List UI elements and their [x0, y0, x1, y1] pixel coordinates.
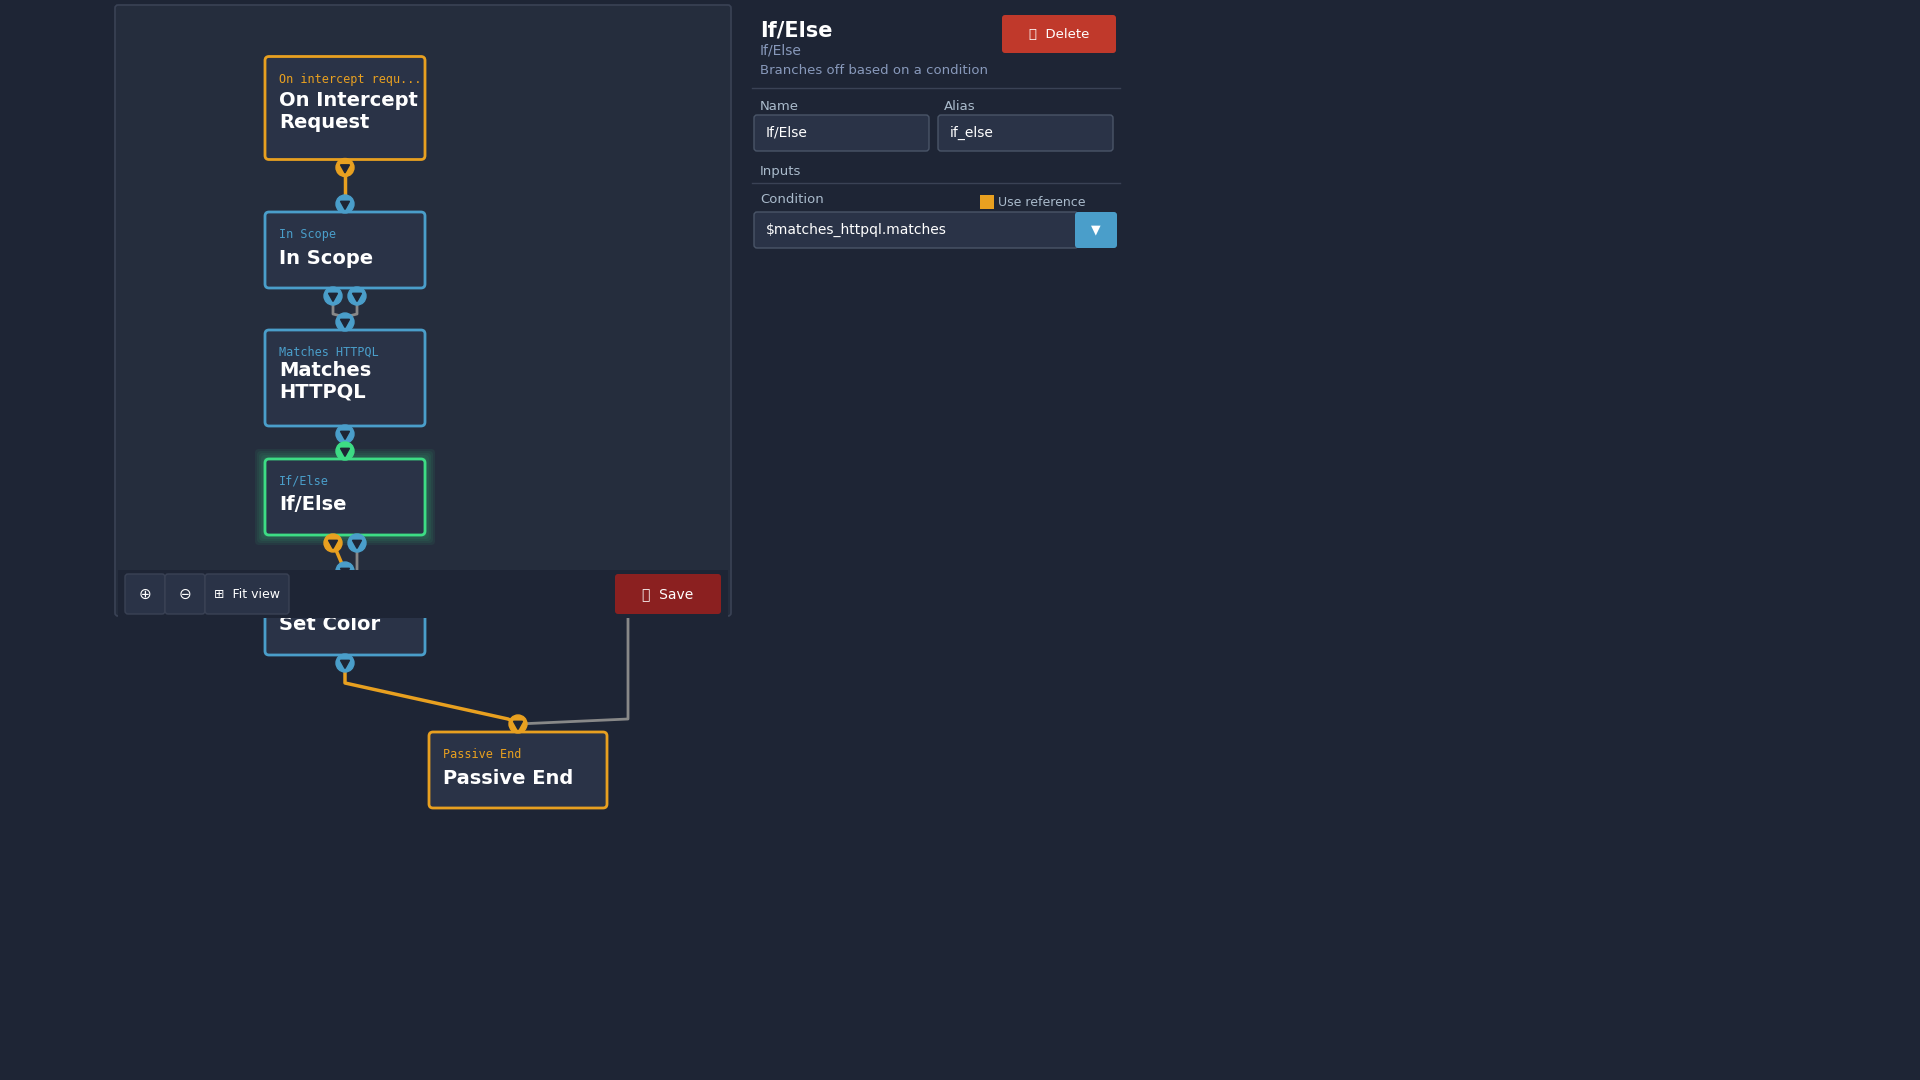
FancyBboxPatch shape: [259, 453, 430, 541]
Text: ⊖: ⊖: [179, 586, 192, 602]
Text: ⊕: ⊕: [138, 586, 152, 602]
Polygon shape: [340, 431, 349, 440]
Text: If/Else: If/Else: [760, 43, 803, 57]
Circle shape: [509, 715, 526, 733]
FancyBboxPatch shape: [939, 114, 1114, 151]
Circle shape: [336, 426, 353, 443]
Polygon shape: [340, 320, 349, 327]
Text: ⊞  Fit view: ⊞ Fit view: [213, 588, 280, 600]
Circle shape: [336, 195, 353, 213]
FancyBboxPatch shape: [265, 56, 424, 160]
Text: Set Color: Set Color: [278, 595, 344, 608]
Text: If/Else: If/Else: [278, 475, 328, 488]
Circle shape: [336, 654, 353, 672]
Polygon shape: [513, 721, 522, 729]
Text: Use reference: Use reference: [998, 195, 1085, 208]
Polygon shape: [340, 568, 349, 577]
Text: 💾  Save: 💾 Save: [643, 588, 693, 600]
FancyBboxPatch shape: [117, 570, 728, 618]
Text: Matches HTTPQL: Matches HTTPQL: [278, 346, 378, 359]
Polygon shape: [328, 540, 338, 549]
Text: if_else: if_else: [950, 126, 995, 140]
Text: Matches: Matches: [278, 361, 371, 379]
Circle shape: [324, 287, 342, 305]
Text: In Scope: In Scope: [278, 228, 336, 241]
FancyBboxPatch shape: [755, 114, 929, 151]
Text: Name: Name: [760, 100, 799, 113]
Text: Request: Request: [278, 112, 369, 132]
Polygon shape: [340, 165, 349, 173]
Text: In Scope: In Scope: [278, 248, 372, 268]
FancyBboxPatch shape: [265, 330, 424, 426]
Text: ▼: ▼: [1091, 224, 1100, 237]
Circle shape: [324, 534, 342, 552]
Text: Condition: Condition: [760, 193, 824, 206]
FancyBboxPatch shape: [115, 5, 732, 616]
Text: Branches off based on a condition: Branches off based on a condition: [760, 64, 989, 77]
Text: $matches_httpql.matches: $matches_httpql.matches: [766, 222, 947, 238]
FancyBboxPatch shape: [255, 449, 436, 545]
FancyBboxPatch shape: [428, 732, 607, 808]
Circle shape: [348, 287, 367, 305]
Circle shape: [336, 562, 353, 580]
FancyBboxPatch shape: [205, 573, 290, 615]
Circle shape: [336, 442, 353, 460]
Text: HTTPQL: HTTPQL: [278, 382, 365, 402]
Text: On Intercept: On Intercept: [278, 91, 419, 109]
FancyBboxPatch shape: [979, 195, 995, 210]
Polygon shape: [340, 448, 349, 457]
Text: Alias: Alias: [945, 100, 975, 113]
FancyBboxPatch shape: [165, 573, 205, 615]
FancyBboxPatch shape: [257, 451, 434, 543]
FancyBboxPatch shape: [263, 457, 426, 537]
Text: On intercept requ...: On intercept requ...: [278, 72, 422, 85]
Polygon shape: [353, 294, 361, 301]
Text: 🗑  Delete: 🗑 Delete: [1029, 27, 1089, 40]
Circle shape: [348, 534, 367, 552]
Polygon shape: [328, 294, 338, 301]
Circle shape: [336, 313, 353, 330]
FancyBboxPatch shape: [1002, 15, 1116, 53]
Text: Passive End: Passive End: [444, 769, 574, 787]
Text: If/Else: If/Else: [760, 21, 833, 40]
Polygon shape: [340, 201, 349, 210]
FancyBboxPatch shape: [265, 459, 424, 535]
FancyBboxPatch shape: [125, 573, 165, 615]
FancyBboxPatch shape: [261, 455, 428, 539]
Circle shape: [336, 159, 353, 176]
Text: Inputs: Inputs: [760, 165, 801, 178]
Text: If/Else: If/Else: [766, 126, 808, 140]
FancyBboxPatch shape: [265, 212, 424, 288]
FancyBboxPatch shape: [755, 212, 1077, 248]
Polygon shape: [340, 660, 349, 669]
Text: Passive End: Passive End: [444, 748, 522, 761]
Text: If/Else: If/Else: [278, 496, 346, 514]
Polygon shape: [353, 540, 361, 549]
FancyBboxPatch shape: [614, 573, 722, 615]
FancyBboxPatch shape: [1075, 212, 1117, 248]
FancyBboxPatch shape: [265, 579, 424, 654]
Text: Set Color: Set Color: [278, 616, 380, 634]
